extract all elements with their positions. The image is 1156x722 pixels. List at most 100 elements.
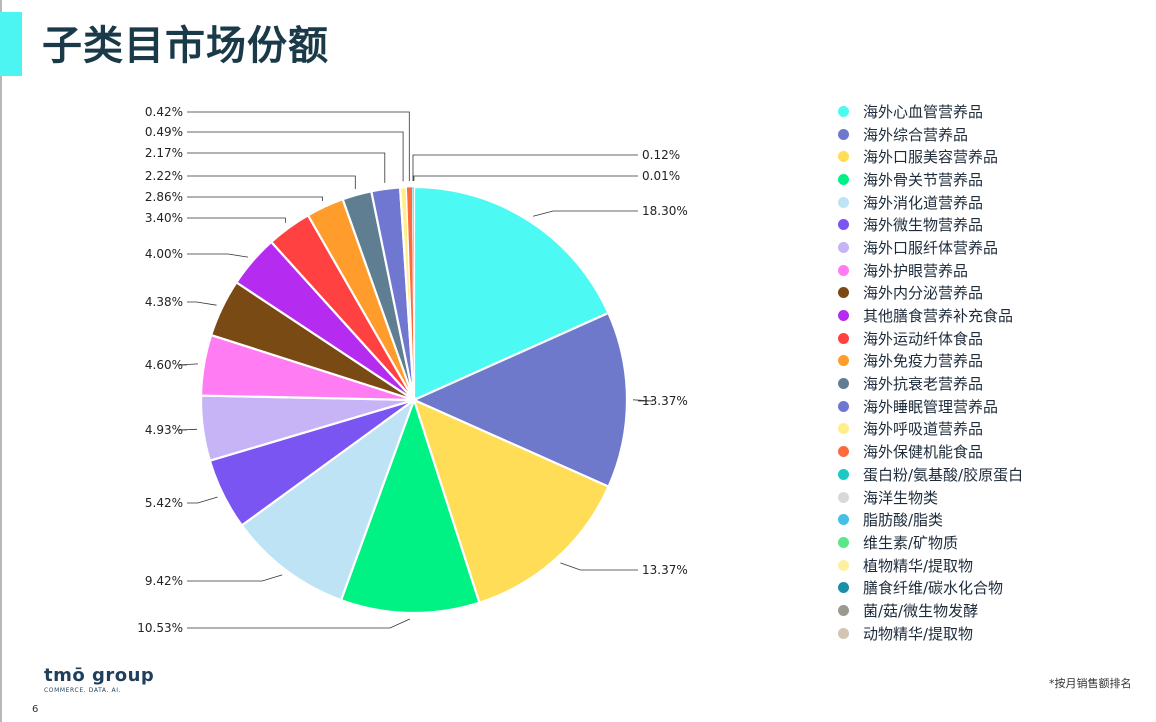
legend-swatch <box>838 446 849 458</box>
logo-tagline: COMMERCE. DATA. AI. <box>44 687 122 694</box>
legend-swatch <box>838 264 849 276</box>
leader-line <box>632 399 654 402</box>
pie-slice <box>412 185 610 402</box>
legend-swatch <box>838 582 849 594</box>
legend-swatch <box>838 355 849 367</box>
leader-line <box>176 428 198 431</box>
slice-percent-label: 13.37% <box>642 563 688 577</box>
leader-line <box>187 111 410 181</box>
legend-swatch <box>838 128 849 140</box>
legend-item: 海外护眼营养品 <box>838 259 1023 282</box>
legend-item: 膳食纤维/碳水化合物 <box>838 576 1023 599</box>
legend-swatch <box>838 310 849 322</box>
legend-swatch <box>838 219 849 231</box>
legend-swatch <box>838 241 849 253</box>
pie-slice <box>240 396 417 602</box>
slice-percent-label: 13.37% <box>642 394 688 408</box>
legend-item: 菌/菇/微生物发酵 <box>838 599 1023 622</box>
slice-percent-label: 4.93% <box>145 423 183 437</box>
legend-label: 海外综合营养品 <box>863 125 969 144</box>
leader-line <box>187 175 356 189</box>
legend-item: 海外内分泌营养品 <box>838 282 1023 305</box>
legend-label: 海外口服美容营养品 <box>863 148 999 167</box>
logo-wordmark: tmō group <box>44 665 155 686</box>
slice-percent-label: 2.17% <box>145 146 183 160</box>
legend-swatch <box>838 173 849 185</box>
pie-slice <box>411 311 629 489</box>
legend-label: 海外口服纤体营养品 <box>863 238 999 257</box>
slice-percent-label: 2.22% <box>145 169 183 183</box>
legend-swatch <box>838 604 849 616</box>
slice-percent-label: 5.42% <box>145 496 183 510</box>
leader-line <box>187 301 217 306</box>
leader-line <box>187 131 404 182</box>
legend-item: 海外免疫力营养品 <box>838 350 1023 373</box>
legend-label: 脂肪酸/脂类 <box>863 511 944 530</box>
legend-label: 蛋白粉/氨基酸/胶原蛋白 <box>863 465 1024 484</box>
legend-item: 海外骨关节营养品 <box>838 168 1023 191</box>
pie-labels: 18.30% 13.37% 13.37% 10.53% 9.42% 5.42% 4.93% 4… <box>137 105 688 635</box>
leader-line <box>560 562 638 571</box>
legend-item: 海外口服纤体营养品 <box>838 236 1023 259</box>
chart-legend: 海外心血管营养品 海外综合营养品海外口服美容营养品 海外骨关节营养品 海外消化道营养品… <box>838 100 1023 645</box>
legend-swatch <box>838 514 849 526</box>
legend-item: 海外消化道营养品 <box>838 191 1023 214</box>
legend-item: 海外抗衰老营养品 <box>838 372 1023 395</box>
legend-swatch <box>838 196 849 208</box>
leader-line <box>187 196 323 201</box>
legend-item: 海外口服美容营养品 <box>838 145 1023 168</box>
legend-item: 脂肪酸/脂类 <box>838 508 1023 531</box>
leader-line <box>187 217 286 223</box>
slice-percent-label: 18.30% <box>642 204 688 218</box>
legend-swatch <box>838 627 849 639</box>
legend-swatch <box>838 332 849 344</box>
legend-item: 海外综合营养品 <box>838 123 1023 146</box>
legend-label: 海外护眼营养品 <box>863 261 969 280</box>
legend-label: 动物精华/提取物 <box>863 624 974 643</box>
legend-label: 海洋生物类 <box>863 488 939 507</box>
legend-swatch <box>838 536 849 548</box>
footnote: *按月销售额排名 <box>1049 677 1132 690</box>
legend-label: 海外骨关节营养品 <box>863 170 984 189</box>
leader-line <box>413 175 638 181</box>
slice-percent-label: 4.60% <box>145 358 183 372</box>
legend-label: 维生素/矿物质 <box>863 533 959 552</box>
slice-percent-label: 3.40% <box>145 211 183 225</box>
legend-swatch <box>838 491 849 503</box>
legend-label: 海外微生物营养品 <box>863 216 984 235</box>
legend-item: 海外睡眠管理营养品 <box>838 395 1023 418</box>
leader-line <box>187 496 218 504</box>
legend-item: 其他膳食营养补充食品 <box>838 304 1023 327</box>
legend-label: 海外心血管营养品 <box>863 102 984 121</box>
leader-line <box>187 618 411 629</box>
legend-item: 海外运动纤体食品 <box>838 327 1023 350</box>
page-number: 6 <box>32 704 39 715</box>
legend-item: 海外心血管营养品 <box>838 100 1023 123</box>
legend-swatch <box>838 105 849 117</box>
legend-label: 海外内分泌营养品 <box>863 284 984 303</box>
legend-label: 海外免疫力营养品 <box>863 352 984 371</box>
legend-item: 动物精华/提取物 <box>838 622 1023 645</box>
legend-item: 植物精华/提取物 <box>838 554 1023 577</box>
legend-swatch <box>838 287 849 299</box>
legend-label: 海外消化道营养品 <box>863 193 984 212</box>
pie-slice <box>412 397 611 605</box>
legend-label: 植物精华/提取物 <box>863 556 974 575</box>
legend-label: 海外睡眠管理营养品 <box>863 397 999 416</box>
leader-line <box>187 574 283 582</box>
legend-label: 膳食纤维/碳水化合物 <box>863 579 1004 598</box>
legend-label: 其他膳食营养补充食品 <box>863 307 1014 326</box>
legend-label: 海外呼吸道营养品 <box>863 420 984 439</box>
slice-percent-label: 0.12% <box>642 148 680 162</box>
legend-swatch <box>838 468 849 480</box>
slice-percent-label: 10.53% <box>137 621 183 635</box>
tmo-group-logo: tmō group COMMERCE. DATA. AI. <box>44 665 155 695</box>
legend-item: 海洋生物类 <box>838 486 1023 509</box>
pie-slice <box>339 396 481 615</box>
legend-item: 维生素/矿物质 <box>838 531 1023 554</box>
slice-percent-label: 4.00% <box>145 247 183 261</box>
legend-label: 海外保健机能食品 <box>863 443 984 462</box>
legend-swatch <box>838 423 849 435</box>
legend-label: 海外抗衰老营养品 <box>863 375 984 394</box>
